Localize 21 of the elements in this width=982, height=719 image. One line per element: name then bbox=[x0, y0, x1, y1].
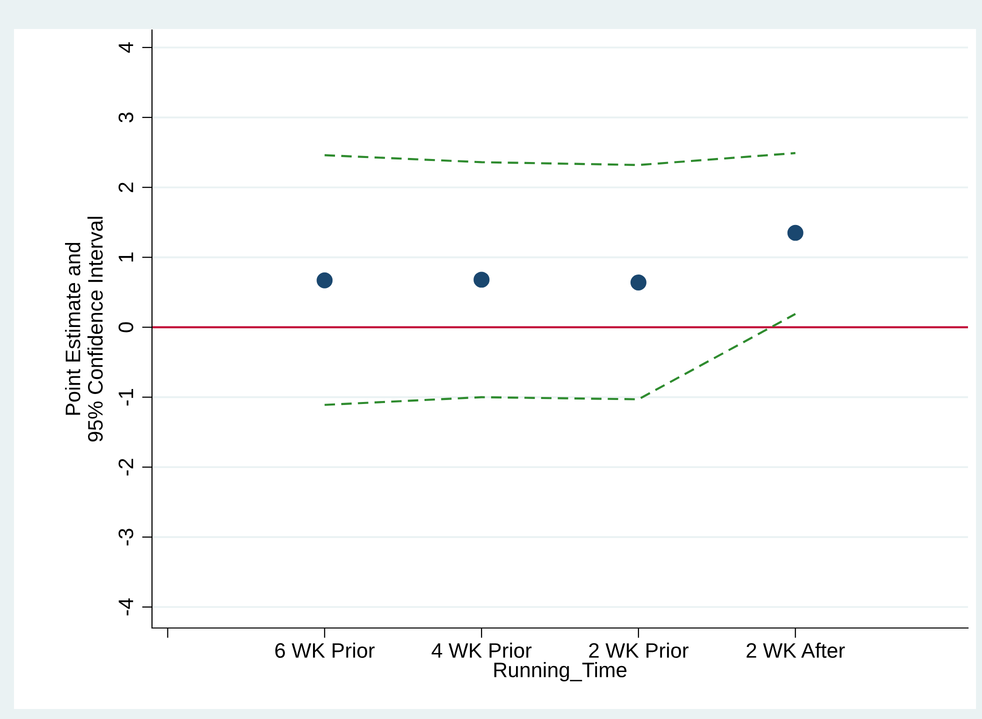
point bbox=[787, 224, 804, 241]
point bbox=[474, 272, 490, 288]
y-tick-label: 1 bbox=[118, 252, 134, 262]
y-tick-label: 2 bbox=[118, 182, 134, 192]
y-tick-label: 0 bbox=[118, 322, 134, 332]
point bbox=[630, 274, 646, 290]
x-tick-label: 2 WK After bbox=[746, 642, 845, 658]
x-tick-label: 4 WK Prior bbox=[432, 642, 532, 658]
y-tick-label: 3 bbox=[118, 112, 134, 122]
y-tick-label: -3 bbox=[118, 528, 134, 546]
y-tick-label: -1 bbox=[118, 388, 134, 406]
y-axis-title: Point Estimate and 95% Confidence Interval bbox=[65, 216, 103, 442]
x-axis-title: Running_Time bbox=[494, 662, 626, 682]
x-tick-label: 6 WK Prior bbox=[275, 642, 375, 658]
line-series bbox=[324, 312, 796, 406]
x-tick-label: 2 WK Prior bbox=[589, 642, 688, 658]
point bbox=[316, 272, 333, 288]
y-tick-label: -2 bbox=[118, 458, 134, 476]
y-tick-label: -4 bbox=[118, 598, 134, 616]
y-tick-label: 4 bbox=[118, 42, 134, 53]
line-series bbox=[324, 152, 796, 166]
